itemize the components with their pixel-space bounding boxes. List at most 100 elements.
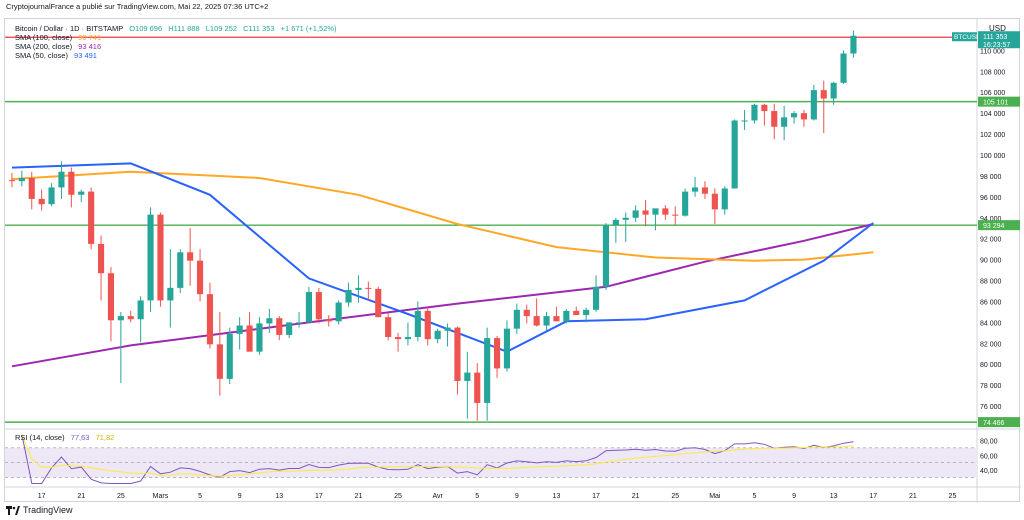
candle-body (355, 287, 362, 290)
candle-body (147, 214, 154, 301)
time-tick-label: 5 (475, 493, 479, 500)
last-price-tag (978, 31, 1020, 49)
rsi-legend[interactable]: RSI (14, close) 77,63 71,82 (15, 433, 114, 442)
time-tick-label: 9 (792, 493, 796, 500)
price-tick-label: 98 000 (980, 174, 1002, 181)
time-tick-label: 9 (238, 493, 242, 500)
candle-body (592, 286, 600, 310)
candle-body (335, 302, 342, 322)
footer-brand-text: TradingView (23, 505, 73, 515)
candle-body (761, 104, 768, 112)
price-tick-label: 96 000 (980, 195, 1002, 202)
candle-body (276, 318, 283, 335)
rsi-label: RSI (14, close) (15, 433, 65, 442)
last-price-tag-text: 111 353 (983, 34, 1007, 41)
publisher-header: CryptojournalFrance a publié sur Trading… (6, 2, 269, 11)
candle-body (642, 210, 649, 215)
price-tick-label: 84 000 (980, 320, 1002, 327)
candle-body (404, 337, 412, 340)
time-tick-label: 21 (355, 493, 363, 500)
candle-body (97, 243, 105, 274)
candle-body (434, 330, 441, 340)
rsi-ma-value: 71,82 (95, 433, 115, 442)
sma50-line (11, 162, 874, 353)
candle-body (840, 53, 847, 83)
rsi-tick-label: 80,00 (980, 438, 998, 445)
candle-body (682, 191, 689, 216)
time-tick-label: 5 (752, 493, 756, 500)
price-chart[interactable]: 110 000 108 000 106 000 104 000 102 000 100 0… (5, 19, 1021, 503)
candle-body (444, 327, 451, 331)
time-tick-label: 21 (909, 493, 917, 500)
candle-body (741, 120, 748, 122)
candle-body (711, 193, 718, 210)
candle-body (424, 310, 431, 340)
candle-body (305, 292, 313, 323)
candle-body (810, 90, 817, 120)
rsi-tick-label: 60,00 (980, 453, 998, 460)
chart-frame: 110 000 108 000 106 000 104 000 102 000 100 0… (4, 18, 1021, 503)
rsi-ma-line (21, 434, 854, 477)
sma100-line (11, 170, 874, 262)
candle-body (484, 338, 491, 403)
candle-body (394, 337, 402, 340)
candle-body (385, 317, 392, 338)
price-tick-label: 94 000 (980, 216, 1002, 223)
candle-body (800, 113, 808, 120)
sma50-legend[interactable]: SMA (50, close) 93 491 (15, 51, 97, 60)
footer-brand[interactable]: TradingView (6, 505, 73, 515)
ohlc-change: +1 671 (+1,52%) (280, 24, 337, 33)
price-tick-label: 102 000 (980, 132, 1005, 139)
sma200-label: SMA (200, close) (15, 42, 73, 51)
candle-body (553, 316, 560, 322)
candle-body (691, 187, 699, 192)
candle-body (127, 316, 134, 320)
ohlc-low: L109 252 (205, 24, 238, 33)
sma100-legend[interactable]: SMA (100, close) 90 741 (15, 33, 101, 42)
rsi-value: 77,63 (70, 433, 90, 442)
candle-body (632, 210, 639, 218)
level-tag-text: 105 101 (983, 100, 1008, 107)
time-tick-label: 25 (117, 493, 125, 500)
sma200-line (11, 223, 874, 368)
sma200-value: 93 416 (78, 42, 102, 51)
candle-body (88, 191, 95, 244)
sma50-value: 93 491 (74, 51, 97, 60)
symbol-legend: Bitcoin / Dollar · 1D · BITSTAMP O109 69… (15, 24, 337, 33)
candle-body (187, 252, 194, 261)
time-tick-label: 21 (632, 493, 640, 500)
candle-body (345, 289, 352, 303)
time-tick-label: 17 (315, 493, 323, 500)
price-tick-label: 100 000 (980, 153, 1005, 160)
candle-body (721, 188, 728, 210)
candle-body (830, 82, 837, 99)
candle-body (107, 273, 115, 321)
level-tag-text: 74 466 (983, 420, 1005, 427)
candle-body (365, 287, 372, 289)
candle-body (493, 338, 501, 369)
candle-body (177, 252, 184, 288)
candle-body (48, 187, 55, 205)
currency-label[interactable]: USD (989, 24, 1006, 33)
candle-body (622, 217, 629, 220)
price-tick-label: 110 000 (980, 48, 1005, 55)
candle-body (137, 300, 144, 320)
candle-body (157, 214, 164, 301)
candle-body (731, 120, 738, 189)
candle-body (583, 309, 590, 316)
time-tick-label: Avr (432, 493, 443, 500)
candle-body (226, 333, 233, 379)
time-tick-label: 17 (38, 493, 46, 500)
time-tick-label: 9 (515, 493, 519, 500)
sma200-legend[interactable]: SMA (200, close) 93 416 (15, 42, 101, 51)
candle-body (58, 171, 65, 188)
price-tick-label: 90 000 (980, 258, 1002, 265)
candle-body (751, 104, 758, 121)
candle-body (167, 287, 174, 301)
ohlc-high: H111 888 (168, 24, 200, 33)
time-tick-label: Mars (153, 493, 169, 500)
candle-body (216, 344, 223, 379)
candle-body (543, 316, 550, 326)
level-tag-text: 93 294 (983, 223, 1005, 230)
candle-body (672, 214, 679, 216)
